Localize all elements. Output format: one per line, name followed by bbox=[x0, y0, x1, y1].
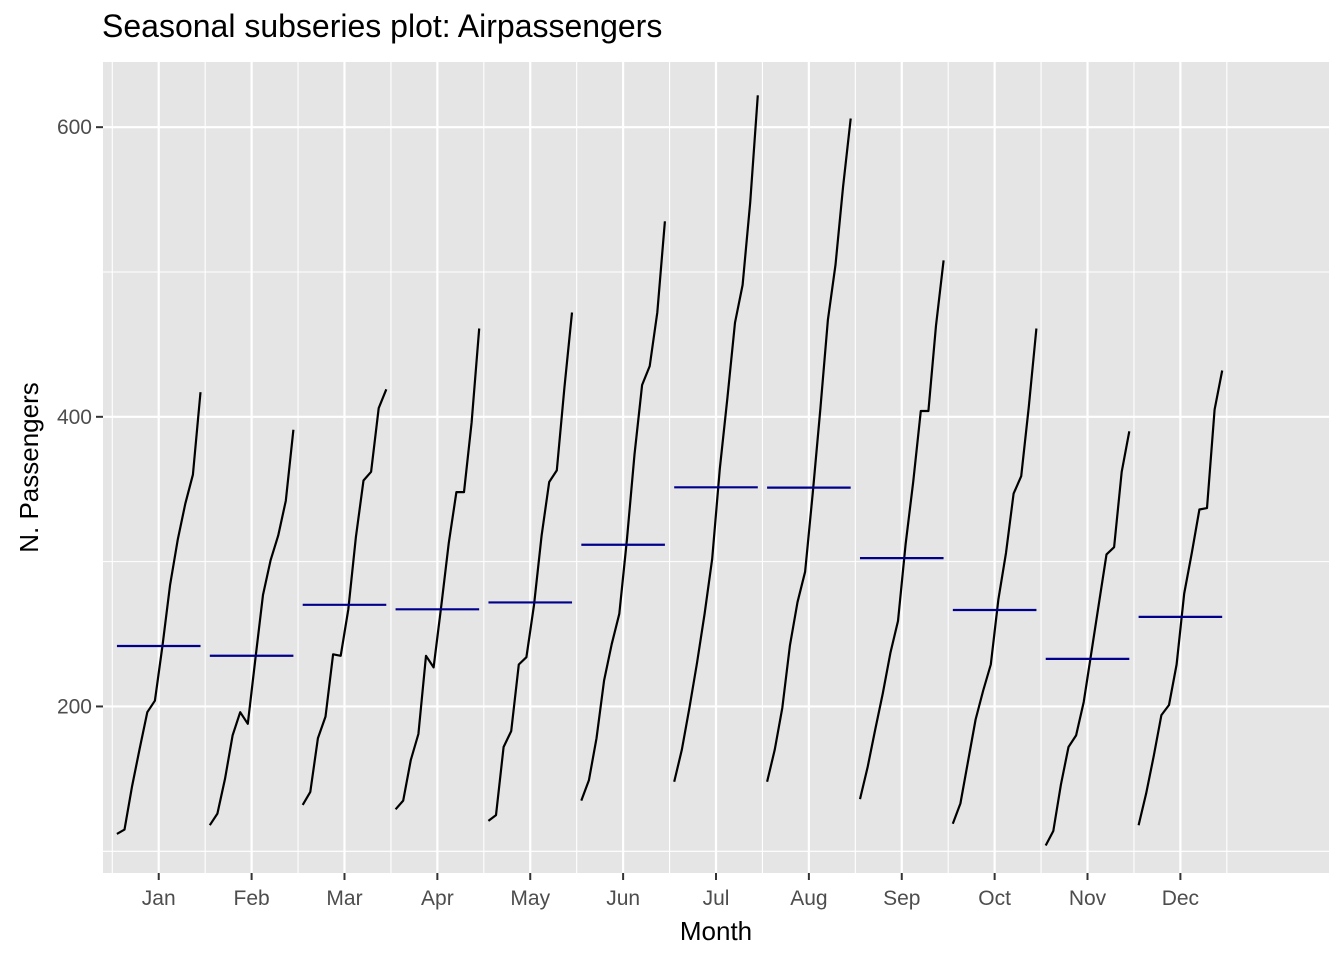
series-line-feb bbox=[208, 429, 295, 826]
x-tick-label: Jul bbox=[703, 887, 730, 910]
x-axis-title: Month bbox=[680, 916, 752, 946]
series-line-oct bbox=[951, 328, 1038, 825]
x-tick-label: Mar bbox=[326, 887, 362, 910]
y-tick-label: 400 bbox=[57, 406, 92, 429]
series-line-apr bbox=[394, 328, 481, 811]
x-tick-label: Aug bbox=[790, 887, 827, 910]
x-tick-label: May bbox=[510, 887, 550, 910]
series-line-jun bbox=[580, 221, 666, 801]
series-layer bbox=[116, 95, 1224, 847]
chart-title: Seasonal subseries plot: Airpassengers bbox=[102, 8, 663, 44]
y-tick-label: 600 bbox=[57, 116, 92, 139]
axes: 200 400 600 Jan Feb Mar Apr May Jun Jul Aug Sep Oct N… bbox=[57, 116, 1199, 910]
series-line-nov bbox=[1044, 431, 1131, 847]
x-tick-label: Feb bbox=[234, 887, 270, 910]
mean-lines bbox=[116, 486, 1223, 661]
x-tick-label: Sep bbox=[883, 887, 920, 910]
x-tick-label: Apr bbox=[421, 887, 454, 910]
x-tick-label: Oct bbox=[978, 887, 1011, 910]
series-line-jan bbox=[116, 392, 202, 835]
x-tick-label: Jan bbox=[142, 887, 176, 910]
series-line-jul bbox=[673, 95, 759, 783]
series-line-mar bbox=[301, 388, 388, 806]
y-tick-label: 200 bbox=[57, 695, 92, 718]
x-tick-label: Dec bbox=[1162, 887, 1199, 910]
grid-lines bbox=[103, 62, 1329, 873]
series-line-dec bbox=[1137, 370, 1224, 826]
x-tick-label: Jun bbox=[606, 887, 640, 910]
y-axis-title: N. Passengers bbox=[14, 382, 44, 553]
series-line-aug bbox=[766, 118, 852, 783]
x-tick-label: Nov bbox=[1069, 887, 1107, 910]
series-line-may bbox=[487, 312, 574, 822]
series-line-sep bbox=[858, 260, 945, 800]
